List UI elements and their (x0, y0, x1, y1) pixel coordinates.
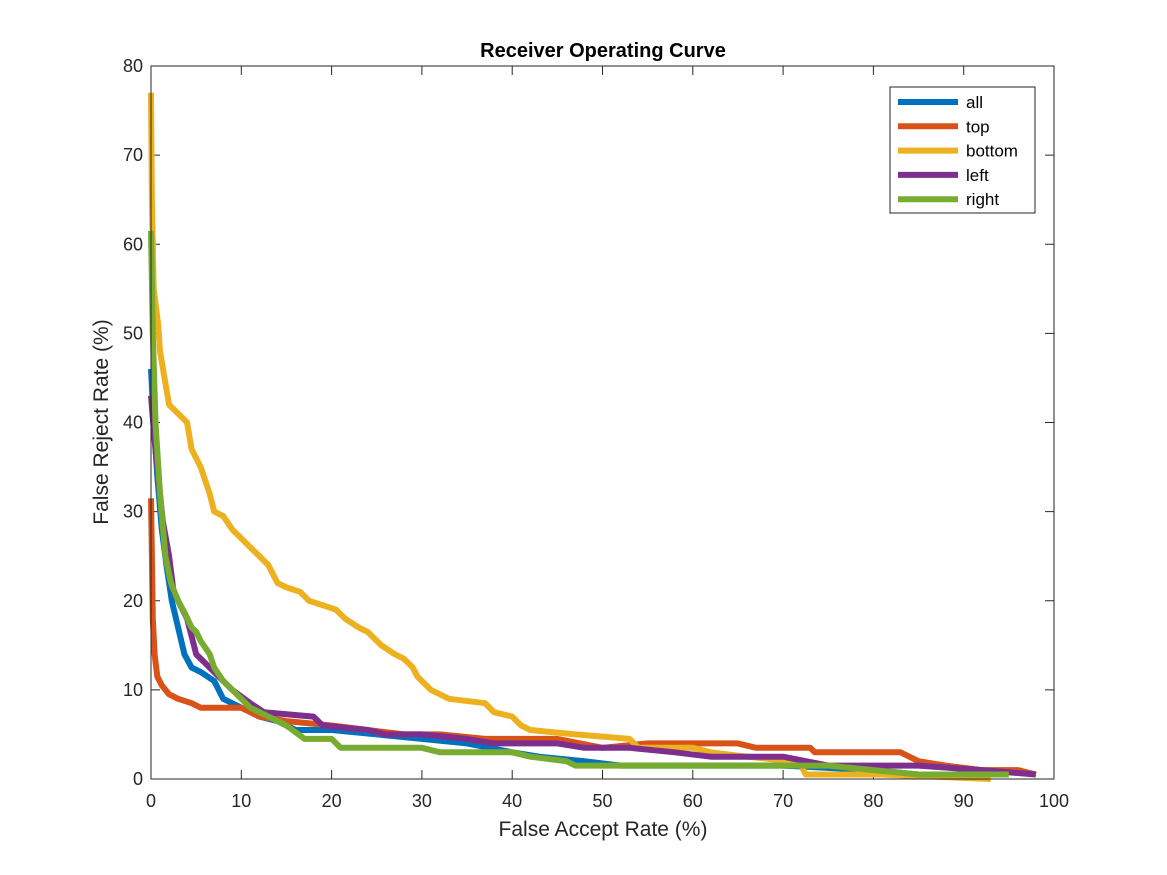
series-line-bottom (148, 92, 991, 782)
y-tick-label: 20 (123, 591, 143, 611)
x-tick-label: 10 (231, 791, 251, 811)
x-tick-label: 50 (592, 791, 612, 811)
x-tick-label: 30 (412, 791, 432, 811)
y-tick-label: 30 (123, 502, 143, 522)
legend-label-all: all (966, 93, 983, 112)
x-tick-label: 70 (773, 791, 793, 811)
y-tick-label: 80 (123, 56, 143, 76)
legend-label-left: left (966, 166, 989, 185)
x-tick-label: 90 (954, 791, 974, 811)
x-tick-label: 80 (863, 791, 883, 811)
y-tick-label: 40 (123, 413, 143, 433)
y-tick-label: 50 (123, 323, 143, 343)
series-lines (148, 92, 1037, 782)
x-tick-label: 100 (1039, 791, 1069, 811)
axis-ticks: 0 10 20 30 40 50 60 70 80 90 100 0 10 20 30 40 50 60 70 80 (123, 56, 1069, 811)
y-tick-label: 10 (123, 680, 143, 700)
y-tick-label: 0 (133, 769, 143, 789)
legend-label-top: top (966, 117, 990, 136)
x-tick-label: 60 (683, 791, 703, 811)
x-tick-label: 0 (146, 791, 156, 811)
plot-frame (150, 65, 1055, 780)
series-line-right (148, 230, 1009, 778)
chart-title: Receiver Operating Curve (480, 40, 726, 62)
legend-label-right: right (966, 190, 999, 209)
legend: all top bottom left right (889, 86, 1036, 214)
y-tick-label: 60 (123, 234, 143, 254)
x-axis-label: False Accept Rate (%) (499, 818, 708, 841)
y-tick-label: 70 (123, 145, 143, 165)
y-axis-label: False Reject Rate (%) (90, 319, 113, 524)
x-tick-label: 20 (322, 791, 342, 811)
x-tick-label: 40 (502, 791, 522, 811)
legend-label-bottom: bottom (966, 142, 1018, 161)
